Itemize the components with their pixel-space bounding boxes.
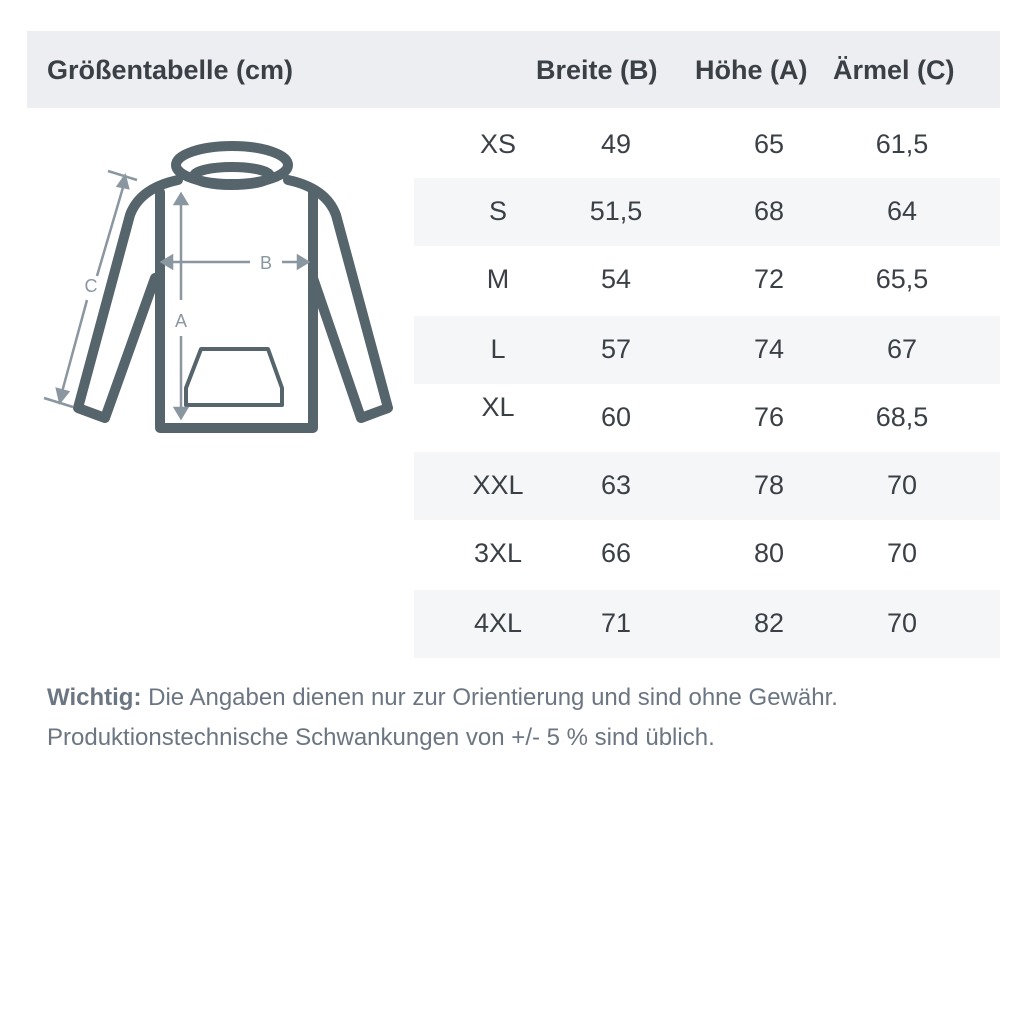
column-header-breite: Breite (B)	[536, 55, 658, 85]
hoodie-hood-inner	[189, 162, 275, 190]
size-cell: XS	[479, 129, 517, 159]
breite-cell: 63	[600, 470, 632, 500]
note-line-1: Die Angaben dienen nur zur Orientierung …	[141, 684, 838, 711]
breite-cell: 49	[600, 129, 632, 159]
table-row: XL 60 76 68,5	[414, 384, 1000, 452]
aermel-cell: 70	[886, 538, 918, 568]
hoehe-cell: 65	[753, 129, 785, 159]
table-row: L 57 74 67	[414, 316, 1000, 384]
breite-cell: 71	[600, 608, 632, 638]
table-row: XXL 63 78 70	[414, 452, 1000, 520]
size-cell: L	[490, 334, 506, 364]
disclaimer-note: Wichtig: Die Angaben dienen nur zur Orie…	[47, 678, 838, 758]
label-a: A	[175, 311, 187, 331]
note-line-2: Produktionstechnische Schwankungen von +…	[47, 724, 715, 751]
breite-cell: 66	[600, 538, 632, 568]
hoehe-cell: 78	[753, 470, 785, 500]
column-header-aermel: Ärmel (C)	[833, 55, 955, 85]
breite-cell: 60	[600, 402, 632, 432]
hoodie-body	[155, 187, 318, 433]
aermel-cell: 70	[886, 470, 918, 500]
aermel-cell: 70	[886, 608, 918, 638]
table-row: M 54 72 65,5	[414, 246, 1000, 314]
aermel-cell: 67	[886, 334, 918, 364]
table-row: 3XL 66 80 70	[414, 520, 1000, 588]
label-c: C	[85, 276, 98, 296]
hoodie-left-sleeve	[73, 175, 183, 423]
hoodie-right-sleeve	[283, 175, 393, 423]
hoodie-diagram: A B C	[43, 141, 393, 433]
column-header-hoehe: Höhe (A)	[695, 55, 808, 85]
table-row: 4XL 71 82 70	[414, 590, 1000, 658]
hoodie-pocket	[184, 347, 284, 407]
table-row: XS 49 65 61,5	[414, 111, 1000, 179]
size-cell: XXL	[472, 470, 524, 500]
breite-cell: 51,5	[589, 196, 643, 226]
size-cell: 4XL	[473, 608, 523, 638]
size-cell: S	[488, 196, 508, 226]
hoehe-cell: 68	[753, 196, 785, 226]
size-cell: 3XL	[473, 538, 523, 568]
table-header: Größentabelle (cm) Breite (B) Höhe (A) Ä…	[27, 31, 1000, 108]
aermel-cell: 65,5	[875, 264, 929, 294]
table-row: S 51,5 68 64	[414, 178, 1000, 246]
hoehe-cell: 74	[753, 334, 785, 364]
note-label: Wichtig:	[47, 684, 142, 711]
hoehe-cell: 76	[753, 402, 785, 432]
table-title: Größentabelle (cm)	[47, 55, 294, 85]
hoehe-cell: 82	[753, 608, 785, 638]
breite-cell: 54	[600, 264, 632, 294]
aermel-cell: 64	[886, 196, 918, 226]
aermel-cell: 61,5	[875, 129, 929, 159]
aermel-cell: 68,5	[875, 402, 929, 432]
size-cell: M	[486, 264, 510, 294]
breite-cell: 57	[600, 334, 632, 364]
size-cell: XL	[481, 392, 515, 422]
hoehe-cell: 80	[753, 538, 785, 568]
label-b: B	[260, 253, 272, 273]
hoehe-cell: 72	[753, 264, 785, 294]
